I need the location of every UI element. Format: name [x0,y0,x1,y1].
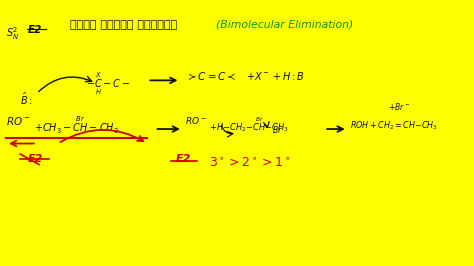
Text: $+ H{-}CH_2{-}\overset{Br}{CH}{-}CH_3$: $+ H{-}CH_2{-}\overset{Br}{CH}{-}CH_3$ [209,115,289,134]
Text: $\succ C{=}C\prec$: $\succ C{=}C\prec$ [185,70,237,82]
Text: $+ CH_3-\overset{Br}{CH}-CH_3$: $+ CH_3-\overset{Br}{CH}-CH_3$ [35,115,119,136]
Text: $RO^-$: $RO^-$ [185,115,207,126]
Text: $\hat{B}{:}$: $\hat{B}{:}$ [20,91,33,107]
Text: $Br$: $Br$ [273,124,283,135]
Text: $3^\circ > 2^\circ > 1^\circ$: $3^\circ > 2^\circ > 1^\circ$ [209,157,290,170]
Text: $ROH + CH_2{=}CH{-}CH_3$: $ROH + CH_2{=}CH{-}CH_3$ [350,120,438,132]
Text: $S_N^2$: $S_N^2$ [6,25,19,42]
Text: E2: E2 [27,25,42,35]
Text: (Bimolecular Elimination): (Bimolecular Elimination) [216,20,353,30]
Text: $RO^-$: $RO^-$ [6,115,31,127]
Text: E2: E2 [27,154,43,164]
Text: $+ Br^-$: $+ Br^-$ [388,101,410,113]
Text: দ্বি আণবিক আকর্ষণ: দ্বি আণবিক আকর্ষণ [70,20,177,30]
Text: $-\underset{H}{\overset{X}{C}}-C-$: $-\underset{H}{\overset{X}{C}}-C-$ [86,70,131,97]
Text: $+ X^- + H{:}B$: $+ X^- + H{:}B$ [246,70,305,82]
Text: E2: E2 [176,154,191,164]
